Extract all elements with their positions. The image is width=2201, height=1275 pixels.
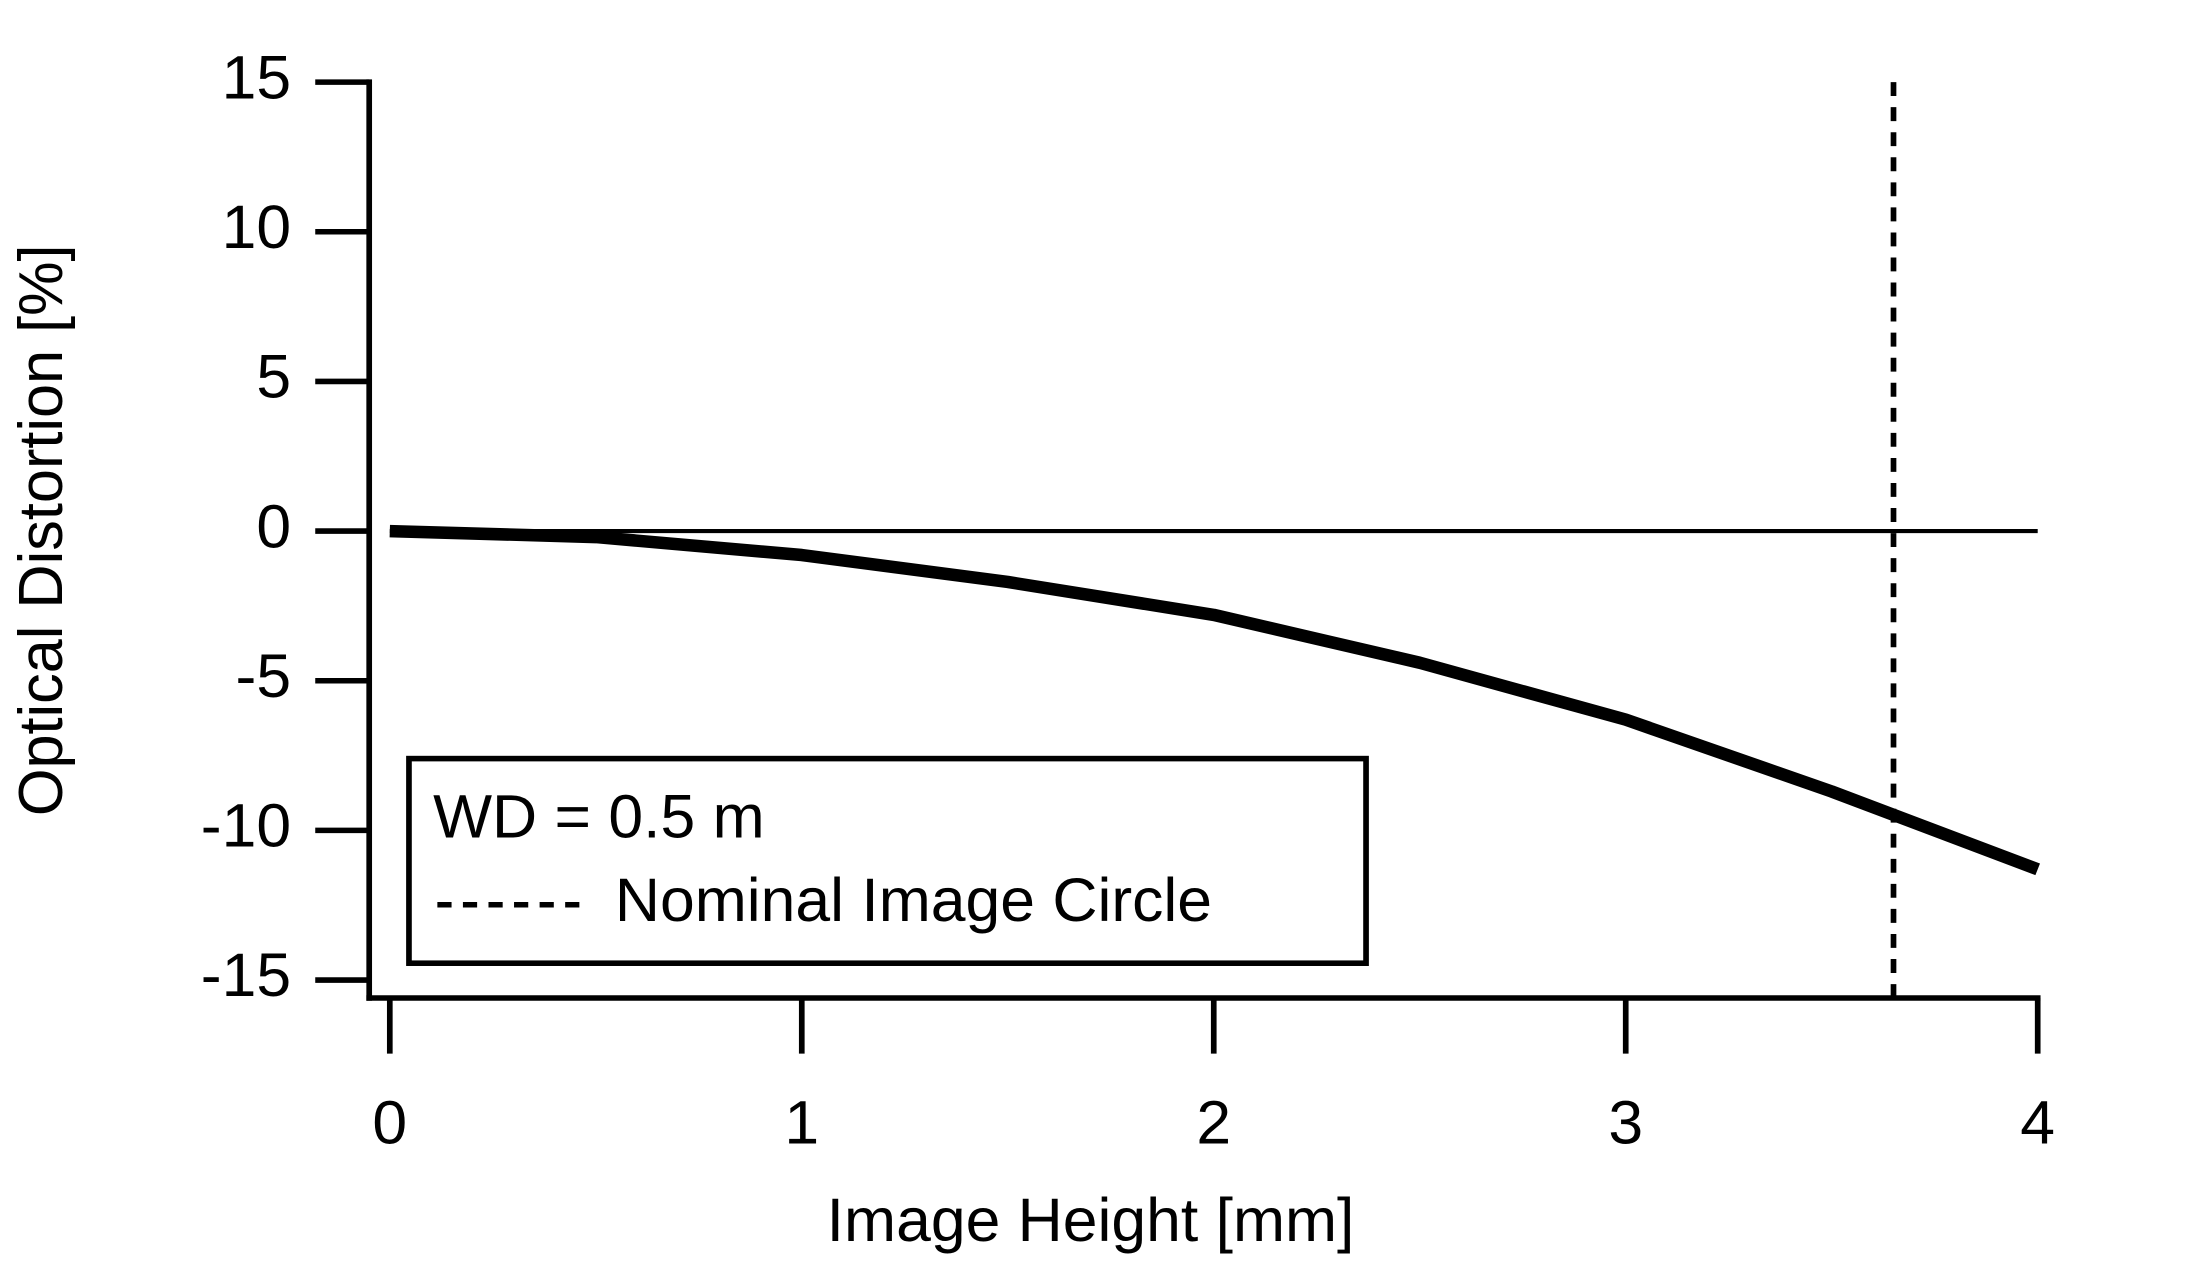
y-tick-label: 15 — [222, 44, 291, 112]
x-tick-label: 4 — [2020, 1089, 2055, 1157]
data-line — [389, 524, 2040, 876]
y-tick-label: -5 — [236, 642, 292, 710]
y-tick-label: -15 — [201, 942, 291, 1010]
y-axis-label: Optical Distortion [%] — [6, 244, 76, 816]
legend-title: WD = 0.5 m — [433, 783, 765, 851]
x-tick-label: 3 — [1608, 1089, 1643, 1157]
y-tick-label: 5 — [256, 343, 291, 411]
y-tick-label: 0 — [256, 493, 291, 561]
y-tick-label: -10 — [201, 792, 291, 860]
x-tick-label: 0 — [372, 1089, 407, 1157]
legend-label: Nominal Image Circle — [615, 866, 1212, 934]
x-axis-label: Image Height [mm] — [827, 1187, 1355, 1255]
legend-box — [406, 755, 1369, 966]
y-tick-label: 10 — [222, 194, 291, 262]
x-tick-label: 2 — [1196, 1089, 1231, 1157]
x-tick-label: 1 — [784, 1089, 819, 1157]
